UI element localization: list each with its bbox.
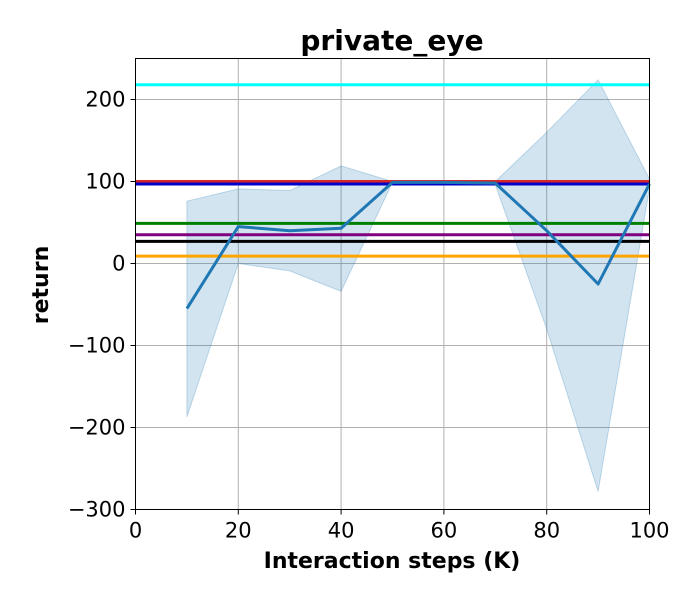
y-tick-label: 0	[112, 252, 125, 276]
x-tick-label: 80	[533, 519, 560, 543]
x-tick-label: 100	[629, 519, 669, 543]
confidence-band-layer	[186, 78, 650, 492]
confidence-band	[186, 78, 650, 492]
x-axis-label: Interaction steps (K)	[264, 549, 521, 574]
x-tick-label: 0	[129, 519, 142, 543]
x-tick-label: 40	[328, 519, 355, 543]
y-tick-label: −200	[68, 416, 126, 440]
tick-labels: 0 20 40 60 80 100 −300 −200 −100 0 100 200	[68, 88, 670, 543]
series-line	[185, 180, 651, 310]
series-layer	[185, 180, 651, 310]
plot-frame	[135, 58, 650, 510]
y-tick-label: −100	[68, 334, 126, 358]
chart-title: private_eye	[300, 24, 483, 57]
x-tick-label: 20	[225, 519, 252, 543]
x-tick-label: 60	[431, 519, 458, 543]
y-tick-label: 100	[85, 170, 125, 194]
y-tick-label: −300	[68, 498, 126, 522]
y-axis-label: return	[29, 246, 54, 324]
y-tick-label: 200	[85, 88, 125, 112]
